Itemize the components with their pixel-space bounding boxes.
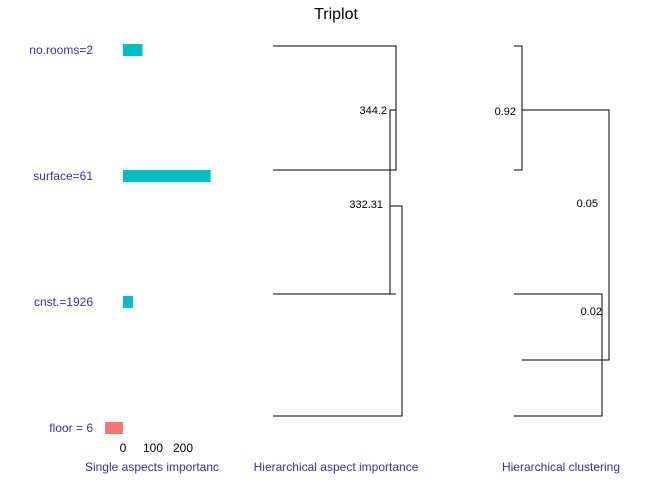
aspect-label: surface=61	[33, 169, 93, 183]
merge-height-label: 0.05	[577, 198, 598, 210]
merge-height-label: 0.92	[495, 106, 516, 118]
aspect-label: no.rooms=2	[29, 43, 93, 57]
aspect-label: cnst.=1926	[34, 295, 93, 309]
dendrogram-merge	[389, 109, 396, 295]
merge-height-label: 332.31	[349, 199, 383, 211]
single-aspects-panel: no.rooms=2 surface=61 cnst.=1926 floor = 6 0…	[29, 43, 211, 455]
hierarchical-aspect-importance-panel: 344.2 332.31	[273, 45, 403, 417]
dendrogram-merge	[522, 109, 610, 361]
x-tick-label: 0	[120, 441, 127, 455]
aspect-label: floor = 6	[49, 421, 93, 435]
merge-height-label: 344.2	[359, 105, 387, 117]
dendrogram-merge	[514, 45, 523, 171]
merge-height-label: 0.02	[581, 306, 602, 318]
x-tick-label: 100	[143, 441, 163, 455]
dendrogram-merge	[514, 293, 603, 417]
importance-bar	[123, 44, 143, 56]
hierarchical-clustering-xlabel: Hierarchical clustering	[502, 460, 620, 474]
x-tick-label: 200	[173, 441, 193, 455]
dendrogram-merge	[273, 45, 397, 171]
importance-bar	[105, 422, 123, 434]
importance-bar	[123, 296, 133, 308]
hierarchical-clustering-panel: 0.92 0.05 0.02	[495, 45, 610, 417]
single-aspects-xlabel: Single aspects importanc	[85, 460, 219, 474]
hierarchical-aspect-importance-xlabel: Hierarchical aspect importance	[254, 460, 419, 474]
chart-title: Triplot	[314, 6, 358, 23]
importance-bar	[123, 170, 211, 182]
dendrogram-merge	[390, 205, 403, 417]
